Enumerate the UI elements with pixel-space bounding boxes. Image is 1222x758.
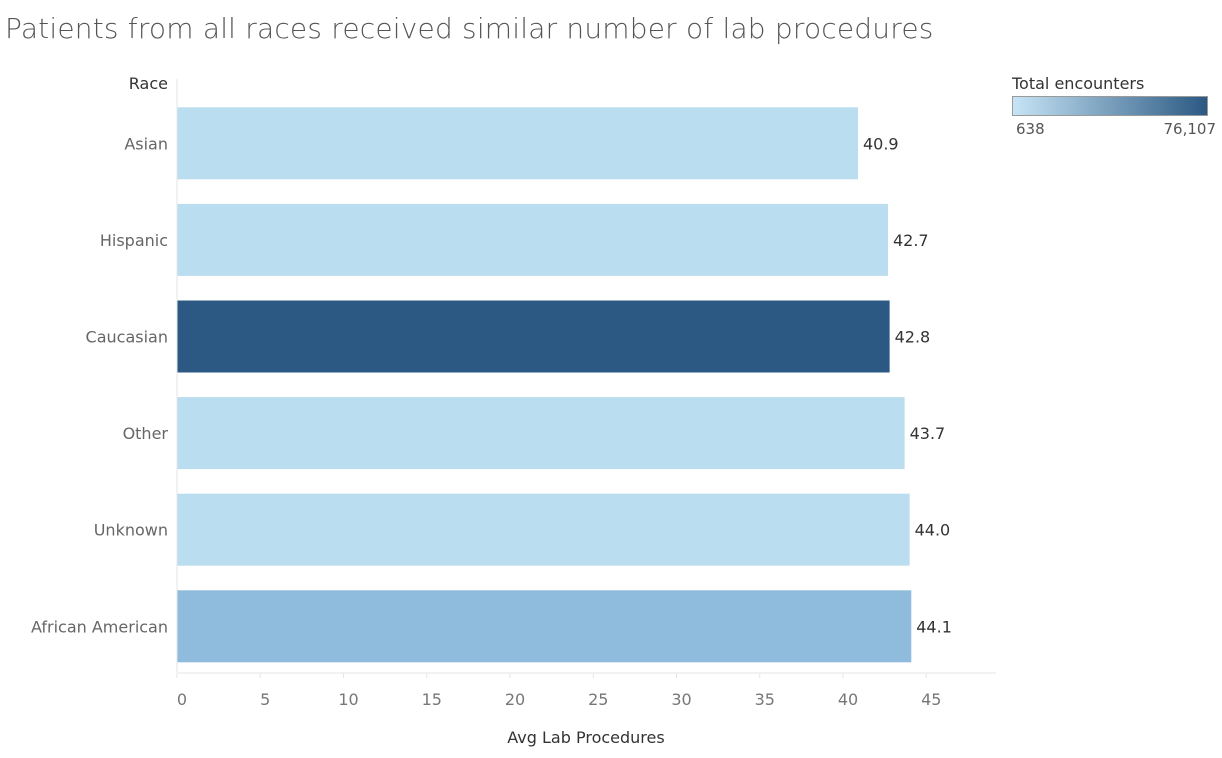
bar-unknown <box>177 493 910 566</box>
category-label: Caucasian <box>86 328 168 347</box>
bar-hispanic <box>177 203 888 276</box>
bar-asian <box>177 107 858 180</box>
x-tick-label: 30 <box>671 690 691 709</box>
data-label: 42.7 <box>893 231 929 250</box>
x-tick-label: 10 <box>338 690 358 709</box>
data-label: 44.1 <box>916 617 952 636</box>
data-label: 40.9 <box>863 134 899 153</box>
color-legend: Total encounters 638 76,107 <box>1012 74 1216 140</box>
category-label: African American <box>31 617 168 636</box>
x-tick-label: 20 <box>505 690 525 709</box>
legend-gradient-bar <box>1012 96 1208 116</box>
legend-max-label: 76,107 <box>1163 120 1217 138</box>
x-tick-label: 25 <box>588 690 608 709</box>
x-tick-label: 15 <box>422 690 442 709</box>
chart-title: Patients from all races received similar… <box>5 12 934 45</box>
category-label: Other <box>123 424 169 443</box>
x-tick-label: 0 <box>177 690 187 709</box>
data-label: 43.7 <box>910 424 946 443</box>
x-tick-label: 40 <box>838 690 858 709</box>
legend-min-label: 638 <box>1016 120 1045 138</box>
data-label: 44.0 <box>915 521 951 540</box>
y-axis-title: Race <box>129 74 168 93</box>
legend-labels: 638 76,107 <box>1012 120 1216 140</box>
x-tick-label: 45 <box>921 690 941 709</box>
x-axis: 0 5 10 15 20 25 30 35 40 45 <box>176 79 996 709</box>
x-tick-label: 5 <box>260 690 270 709</box>
category-label: Asian <box>124 134 168 153</box>
bar-caucasian <box>177 300 890 373</box>
x-axis-title: Avg Lab Procedures <box>507 728 664 747</box>
category-label: Hispanic <box>100 231 168 250</box>
bar-african-american <box>177 590 912 663</box>
legend-title: Total encounters <box>1012 74 1145 93</box>
data-label: 42.8 <box>895 328 931 347</box>
bars-layer: Asian 40.9 Hispanic 42.7 Caucasian 42.8 Other 4… <box>31 107 952 663</box>
category-label: Unknown <box>94 521 168 540</box>
bar-other <box>177 397 905 470</box>
x-tick-label: 35 <box>755 690 775 709</box>
